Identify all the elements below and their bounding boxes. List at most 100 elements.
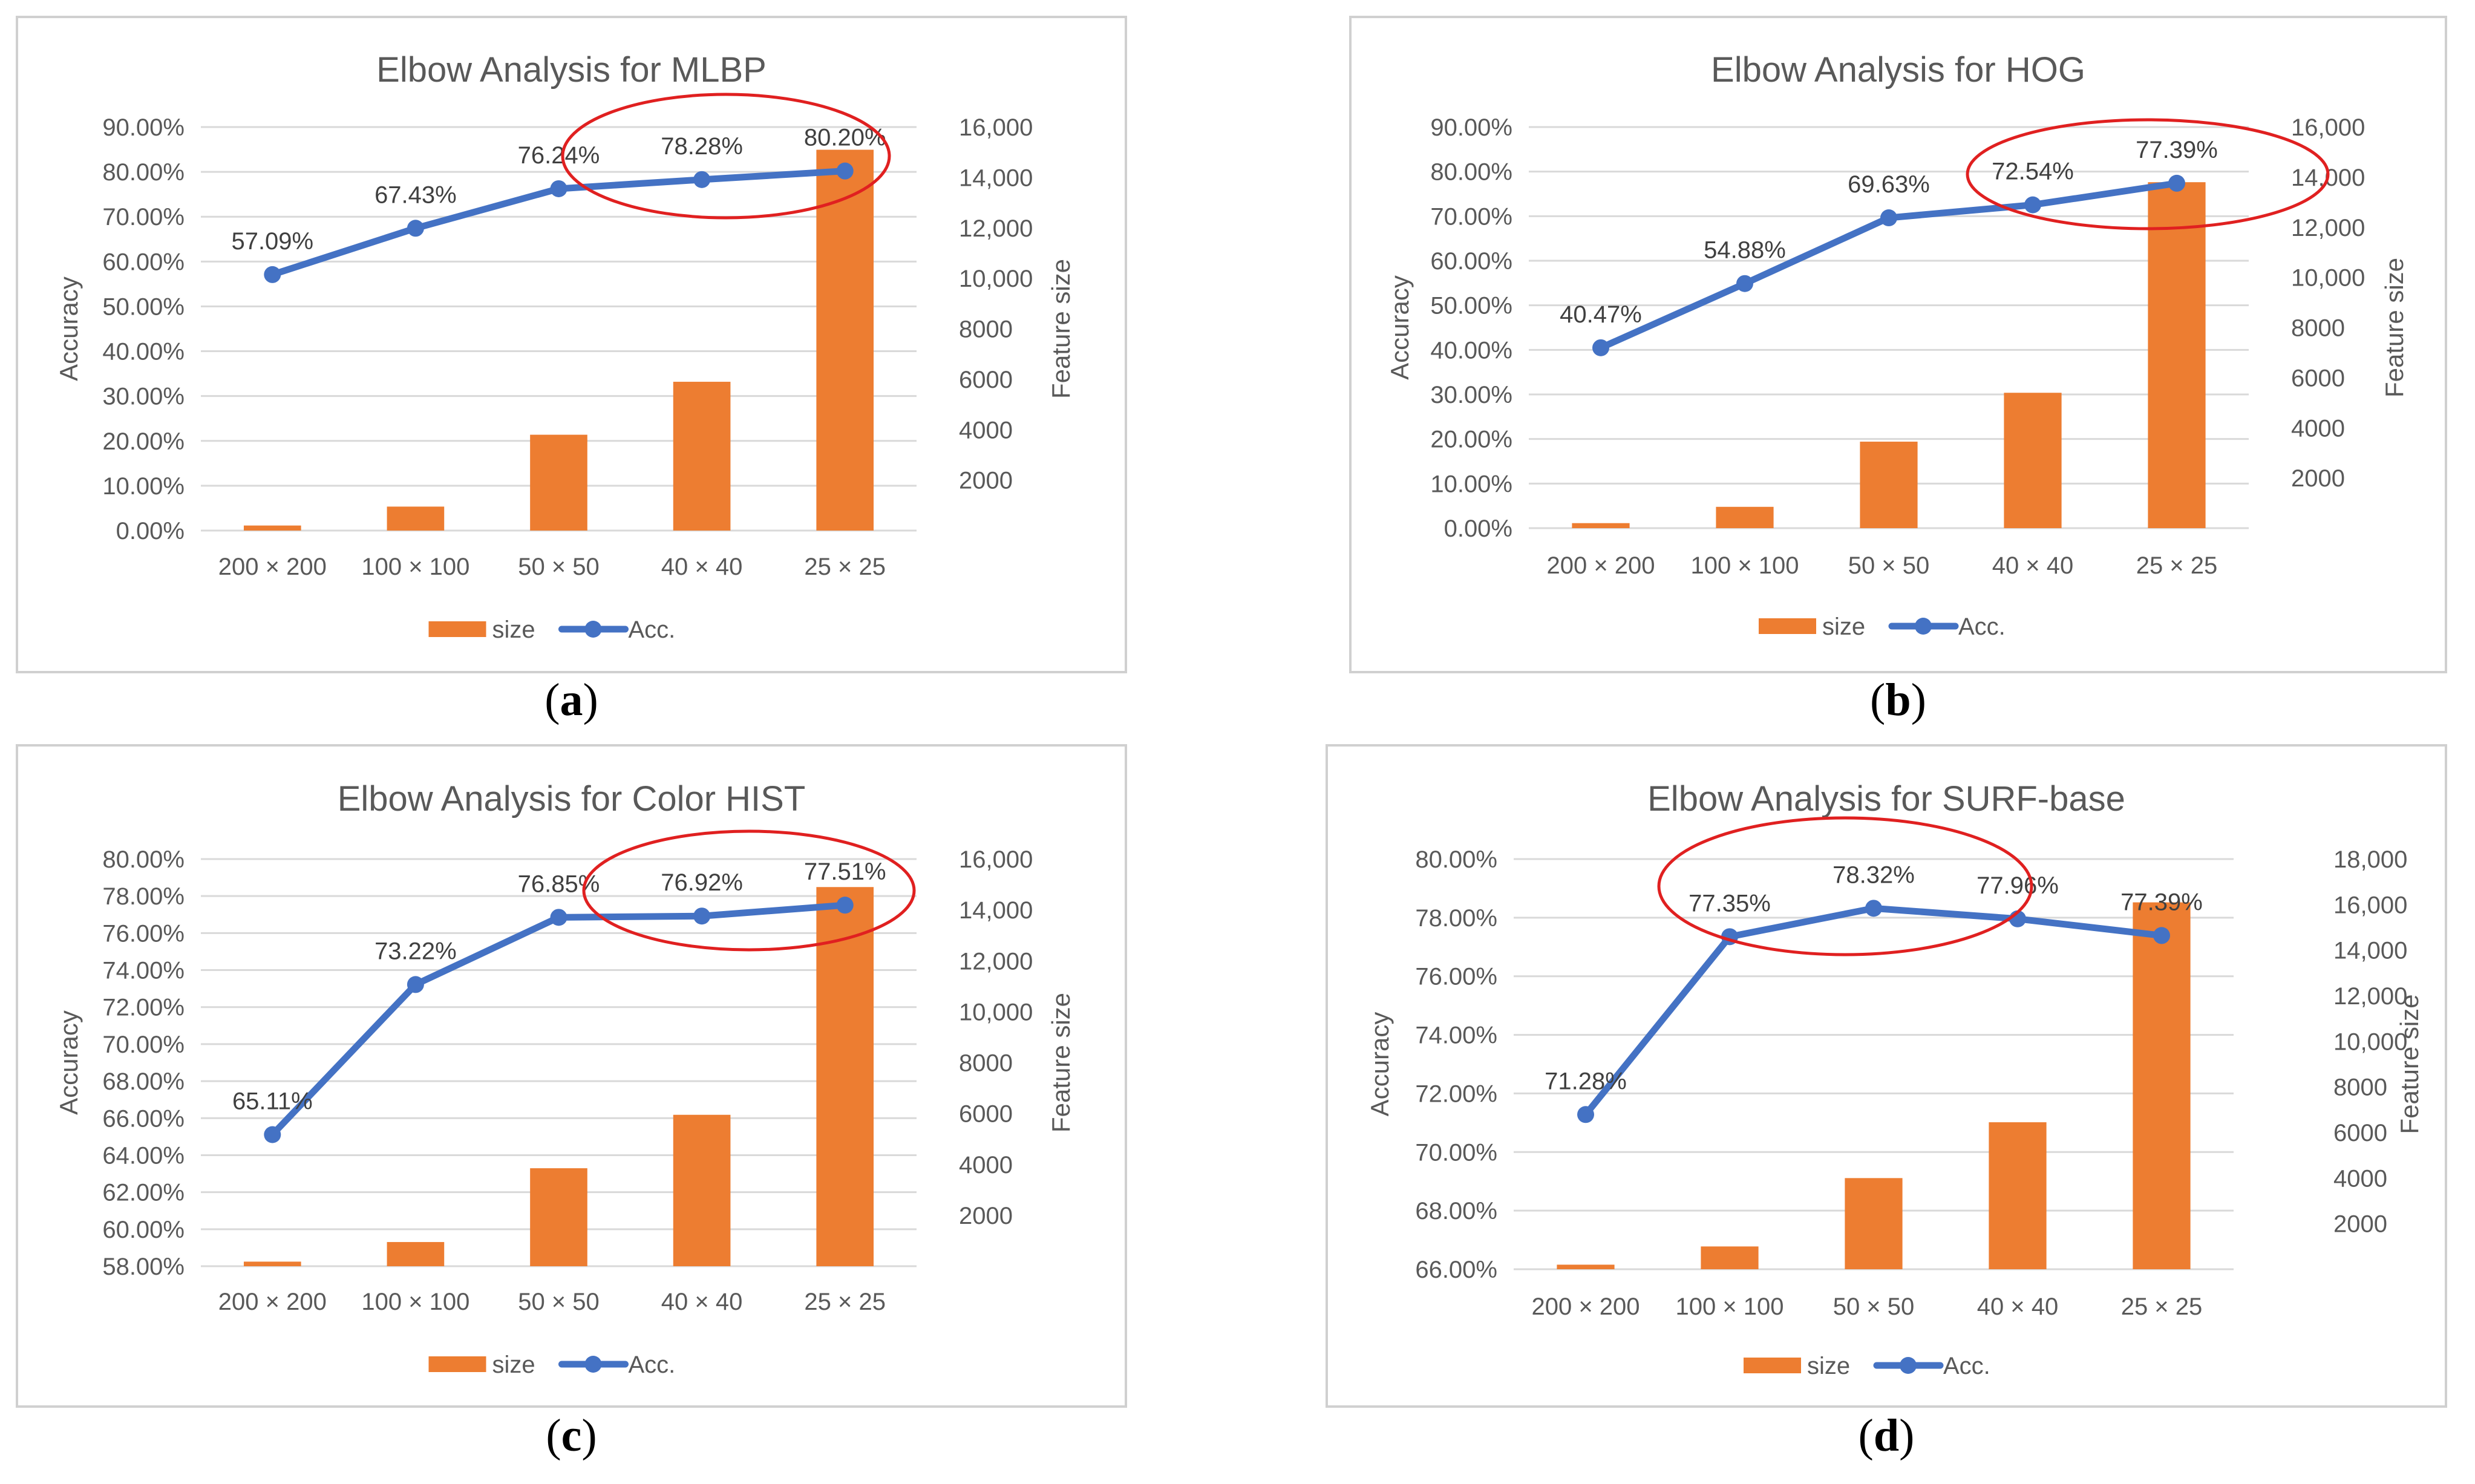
size-bar <box>387 1242 445 1266</box>
acc-data-label: 78.32% <box>1833 861 1915 888</box>
legend-size-label: size <box>1807 1353 1850 1379</box>
y-tick-label: 80.00% <box>1415 846 1497 873</box>
y2-tick-label: 2000 <box>959 468 1013 494</box>
acc-point <box>1592 339 1609 356</box>
x-tick-label: 200 × 200 <box>1546 552 1655 579</box>
y-tick-label: 60.00% <box>102 1217 185 1243</box>
y2-tick-label: 4000 <box>2333 1165 2387 1192</box>
y-tick-label: 78.00% <box>102 883 185 910</box>
y-axis-title: Accuracy <box>1365 1012 1394 1117</box>
acc-point <box>1880 209 1897 227</box>
y-tick-label: 50.00% <box>1430 293 1512 319</box>
y-tick-label: 76.00% <box>1415 964 1497 990</box>
size-bar <box>530 434 587 531</box>
x-tick-label: 40 × 40 <box>661 554 743 580</box>
legend-size-swatch <box>1759 618 1816 634</box>
acc-point <box>1736 275 1753 292</box>
y2-tick-label: 12,000 <box>959 948 1033 975</box>
legend-size-swatch <box>1744 1358 1801 1373</box>
size-bar <box>816 887 874 1266</box>
y2-tick-label: 14,000 <box>2333 938 2407 964</box>
panel-caption: (d) <box>1859 1410 1915 1461</box>
highlight-ellipse <box>1966 118 2330 230</box>
panel-caption-letter: a <box>560 675 583 725</box>
legend: size Acc. <box>1744 1353 1990 1379</box>
acc-point <box>836 162 854 180</box>
acc-data-label: 73.22% <box>374 938 457 964</box>
panel-caption: (a) <box>544 675 598 725</box>
x-tick-label: 50 × 50 <box>518 554 600 580</box>
acc-data-label: 67.43% <box>374 181 457 208</box>
x-tick-label: 200 × 200 <box>218 1289 327 1315</box>
y-tick-label: 76.00% <box>102 920 185 947</box>
y-tick-label: 10.00% <box>102 473 185 500</box>
acc-data-label: 71.28% <box>1545 1068 1627 1094</box>
y-tick-label: 72.00% <box>102 995 185 1021</box>
y-tick-label: 80.00% <box>102 159 185 186</box>
y-tick-label: 40.00% <box>102 339 185 365</box>
acc-data-label: 69.63% <box>1848 171 1930 198</box>
x-tick-label: 100 × 100 <box>361 554 469 580</box>
y-tick-label: 80.00% <box>1430 159 1512 186</box>
y2-tick-label: 16,000 <box>2333 892 2407 918</box>
chart-frame <box>16 744 1127 1408</box>
y2-tick-label: 12,000 <box>2291 215 2365 241</box>
legend-size-label: size <box>492 616 535 643</box>
highlight-ellipse <box>561 93 891 220</box>
y2-tick-label: 10,000 <box>959 266 1033 292</box>
legend: size Acc. <box>1759 613 2006 640</box>
acc-data-label: 77.35% <box>1689 890 1771 917</box>
x-tick-label: 25 × 25 <box>804 554 886 580</box>
y-tick-label: 60.00% <box>102 249 185 275</box>
y2-tick-label: 6000 <box>959 367 1013 393</box>
legend-acc-marker <box>1915 618 1932 635</box>
panel-caption-letter: b <box>1885 675 1911 725</box>
y2-tick-label: 12,000 <box>2333 983 2407 1010</box>
y2-tick-label: 4000 <box>959 1152 1013 1178</box>
size-bar <box>243 1261 301 1266</box>
chart-title: Elbow Analysis for HOG <box>1711 50 2085 90</box>
legend-acc-label: Acc. <box>629 1352 676 1378</box>
size-bar <box>1989 1122 2047 1269</box>
y-tick-label: 30.00% <box>1430 382 1512 408</box>
acc-data-label: 72.54% <box>1992 159 2074 185</box>
y-tick-label: 78.00% <box>1415 905 1497 932</box>
acc-data-label: 57.09% <box>231 228 313 255</box>
y-tick-label: 58.00% <box>102 1254 185 1280</box>
size-bar <box>816 149 874 531</box>
acc-data-label: 65.11% <box>232 1088 313 1114</box>
size-bar <box>1845 1178 1903 1269</box>
acc-data-label: 76.92% <box>661 869 743 896</box>
y-tick-label: 90.00% <box>1430 114 1512 141</box>
acc-data-label: 78.28% <box>661 133 743 160</box>
acc-data-label: 76.24% <box>518 142 600 169</box>
legend-acc-label: Acc. <box>1943 1353 1990 1379</box>
size-bar <box>1572 523 1630 528</box>
y2-tick-label: 10,000 <box>2291 265 2365 292</box>
y2-axis-title: Feature size <box>1047 259 1075 399</box>
y-tick-label: 70.00% <box>102 204 185 230</box>
y-axis-title: Accuracy <box>54 276 83 381</box>
size-bar <box>673 382 731 531</box>
y-tick-label: 0.00% <box>116 518 185 544</box>
y2-tick-label: 2000 <box>2333 1211 2387 1238</box>
y2-tick-label: 16,000 <box>959 114 1033 141</box>
x-tick-label: 25 × 25 <box>804 1289 886 1315</box>
x-tick-label: 100 × 100 <box>1690 552 1799 579</box>
acc-data-label: 77.39% <box>2136 137 2218 163</box>
acc-point <box>836 897 854 914</box>
x-tick-label: 25 × 25 <box>2136 552 2218 579</box>
y2-tick-label: 10,000 <box>2333 1028 2407 1055</box>
y2-tick-label: 4000 <box>2291 415 2345 442</box>
y2-axis-title: Feature size <box>1047 993 1075 1133</box>
acc-point <box>2153 927 2170 944</box>
acc-point <box>264 1126 281 1143</box>
y2-tick-label: 6000 <box>959 1101 1013 1128</box>
y-tick-label: 66.00% <box>102 1105 185 1132</box>
y-tick-label: 64.00% <box>102 1142 185 1169</box>
acc-point <box>550 180 567 197</box>
y-tick-label: 90.00% <box>102 114 185 141</box>
y-axis-title: Accuracy <box>54 1010 83 1115</box>
size-bar <box>1716 506 1774 528</box>
